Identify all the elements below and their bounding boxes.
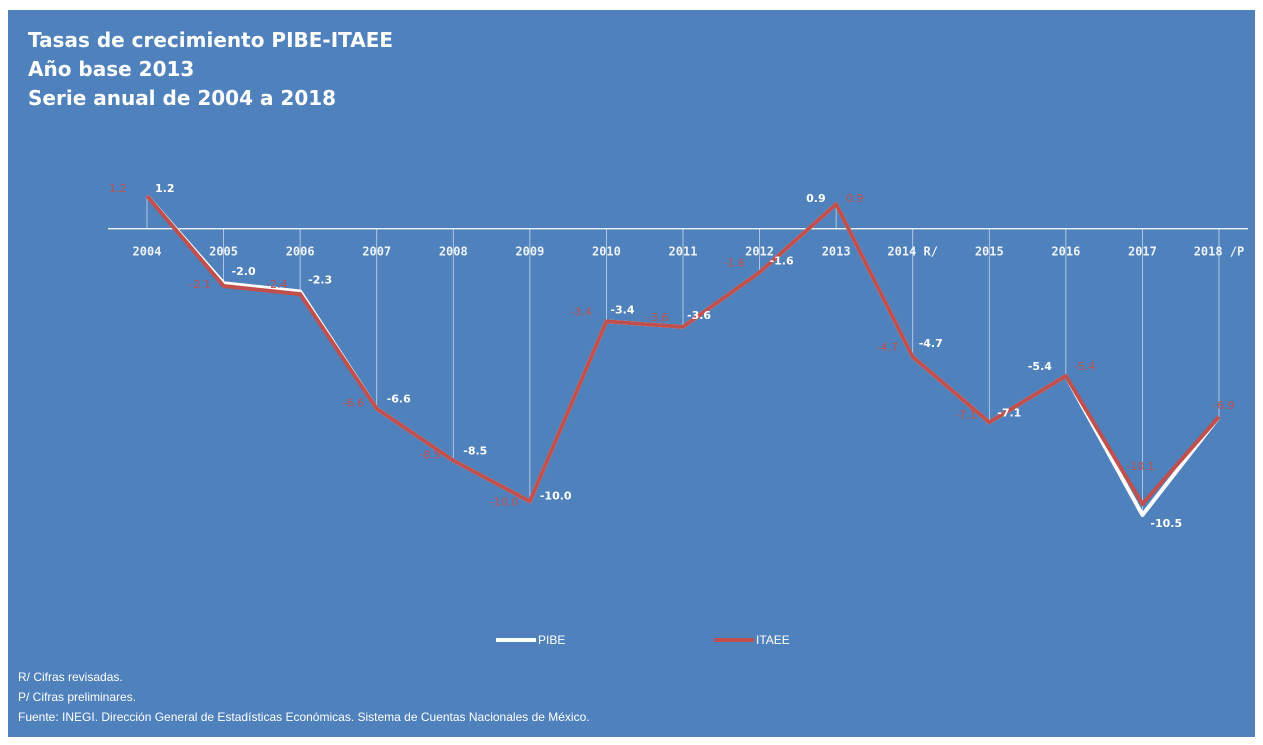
x-tick-label: 2004 xyxy=(133,245,162,259)
x-tick-label: 2012 xyxy=(745,245,774,259)
x-tick-label: 2010 xyxy=(592,245,621,259)
data-label-pibe: -6.6 xyxy=(387,393,411,406)
line-chart: 2004 2005 2006 2007 2008 2009 2010 2011 2012 2013… xyxy=(108,182,1248,647)
data-label-pibe: -10.5 xyxy=(1150,517,1182,530)
data-label-pibe: -1.6 xyxy=(770,254,794,267)
data-label-itaee: -6.9 xyxy=(1213,399,1234,412)
x-tick-label: 2007 xyxy=(362,245,391,259)
x-tick-label: 2005 xyxy=(209,245,238,259)
data-label-pibe: -8.5 xyxy=(463,444,487,457)
data-label-pibe: -2.3 xyxy=(308,273,332,286)
legend-label-itaee: ITAEE xyxy=(756,633,790,647)
x-tick-label: 2011 xyxy=(669,245,698,259)
data-label-pibe: -7.1 xyxy=(997,406,1021,419)
data-label-itaee: -6.6 xyxy=(343,397,364,410)
chart-frame: Tasas de crecimiento PIBE-ITAEE Año base… xyxy=(8,10,1255,737)
chart-subtitle-series-range: Serie anual de 2004 a 2018 xyxy=(28,86,337,110)
data-label-pibe: 0.9 xyxy=(806,192,826,205)
x-tick-label: 2018 /P xyxy=(1194,245,1245,259)
footnote-preliminary: P/ Cifras preliminares. xyxy=(18,690,137,704)
footnote-revised: R/ Cifras revisadas. xyxy=(18,670,123,684)
data-label-itaee: -2.4 xyxy=(266,278,287,291)
data-labels-group: 1.2 -2.0 -2.3 -6.6 -8.5 -10.0 -3.4 -3.6 -1.6 0.9 -… xyxy=(109,182,1234,530)
data-label-pibe: -3.4 xyxy=(610,303,634,316)
footnotes: R/ Cifras revisadas. P/ Cifras prelimina… xyxy=(18,667,590,727)
data-label-pibe: 1.2 xyxy=(155,182,175,195)
x-tick-label: 2014 R/ xyxy=(887,245,938,259)
data-label-pibe: -5.4 xyxy=(1028,360,1052,373)
data-label-itaee: -3.6 xyxy=(647,311,668,324)
data-label-itaee: 1.2 xyxy=(109,182,127,195)
x-tick-label: 2006 xyxy=(286,245,315,259)
series-line-itaee xyxy=(145,194,1221,507)
x-tick-label: 2008 xyxy=(439,245,468,259)
footnote-source: Fuente: INEGI. Dirección General de Esta… xyxy=(18,710,590,724)
data-label-itaee: -10.0 xyxy=(490,495,518,508)
x-tick-label: 2015 xyxy=(975,245,1004,259)
series-lines-group xyxy=(145,194,1221,517)
x-axis-tick-labels: 2004 2005 2006 2007 2008 2009 2010 2011 2012 2013… xyxy=(133,245,1245,259)
data-label-itaee: -1.6 xyxy=(724,256,745,269)
data-label-itaee: -4.7 xyxy=(877,341,898,354)
data-label-itaee: -10.1 xyxy=(1126,460,1154,473)
legend-label-pibe: PIBE xyxy=(538,633,565,647)
data-label-itaee: 0.9 xyxy=(846,192,864,205)
drop-lines-group xyxy=(146,196,1220,515)
data-label-itaee: -2.1 xyxy=(190,278,211,291)
x-tick-label: 2016 xyxy=(1051,245,1080,259)
data-label-pibe: -2.0 xyxy=(232,265,256,278)
data-label-pibe: -3.6 xyxy=(687,309,711,322)
x-tick-label: 2013 xyxy=(822,245,851,259)
data-label-pibe: -4.7 xyxy=(919,337,943,350)
data-label-pibe: -10.0 xyxy=(540,489,572,502)
x-tick-label: 2009 xyxy=(515,245,544,259)
data-label-itaee: -3.4 xyxy=(570,305,591,318)
legend: PIBE ITAEE xyxy=(496,633,790,647)
data-label-itaee: -5.4 xyxy=(1074,360,1095,373)
data-label-itaee: -8.5 xyxy=(419,448,440,461)
chart-title: Tasas de crecimiento PIBE-ITAEE xyxy=(28,28,394,52)
chart-subtitle-base-year: Año base 2013 xyxy=(28,57,195,81)
chart-title-block: Tasas de crecimiento PIBE-ITAEE Año base… xyxy=(28,26,393,113)
data-label-itaee: -7.1 xyxy=(955,408,976,421)
x-tick-label: 2017 xyxy=(1128,245,1157,259)
